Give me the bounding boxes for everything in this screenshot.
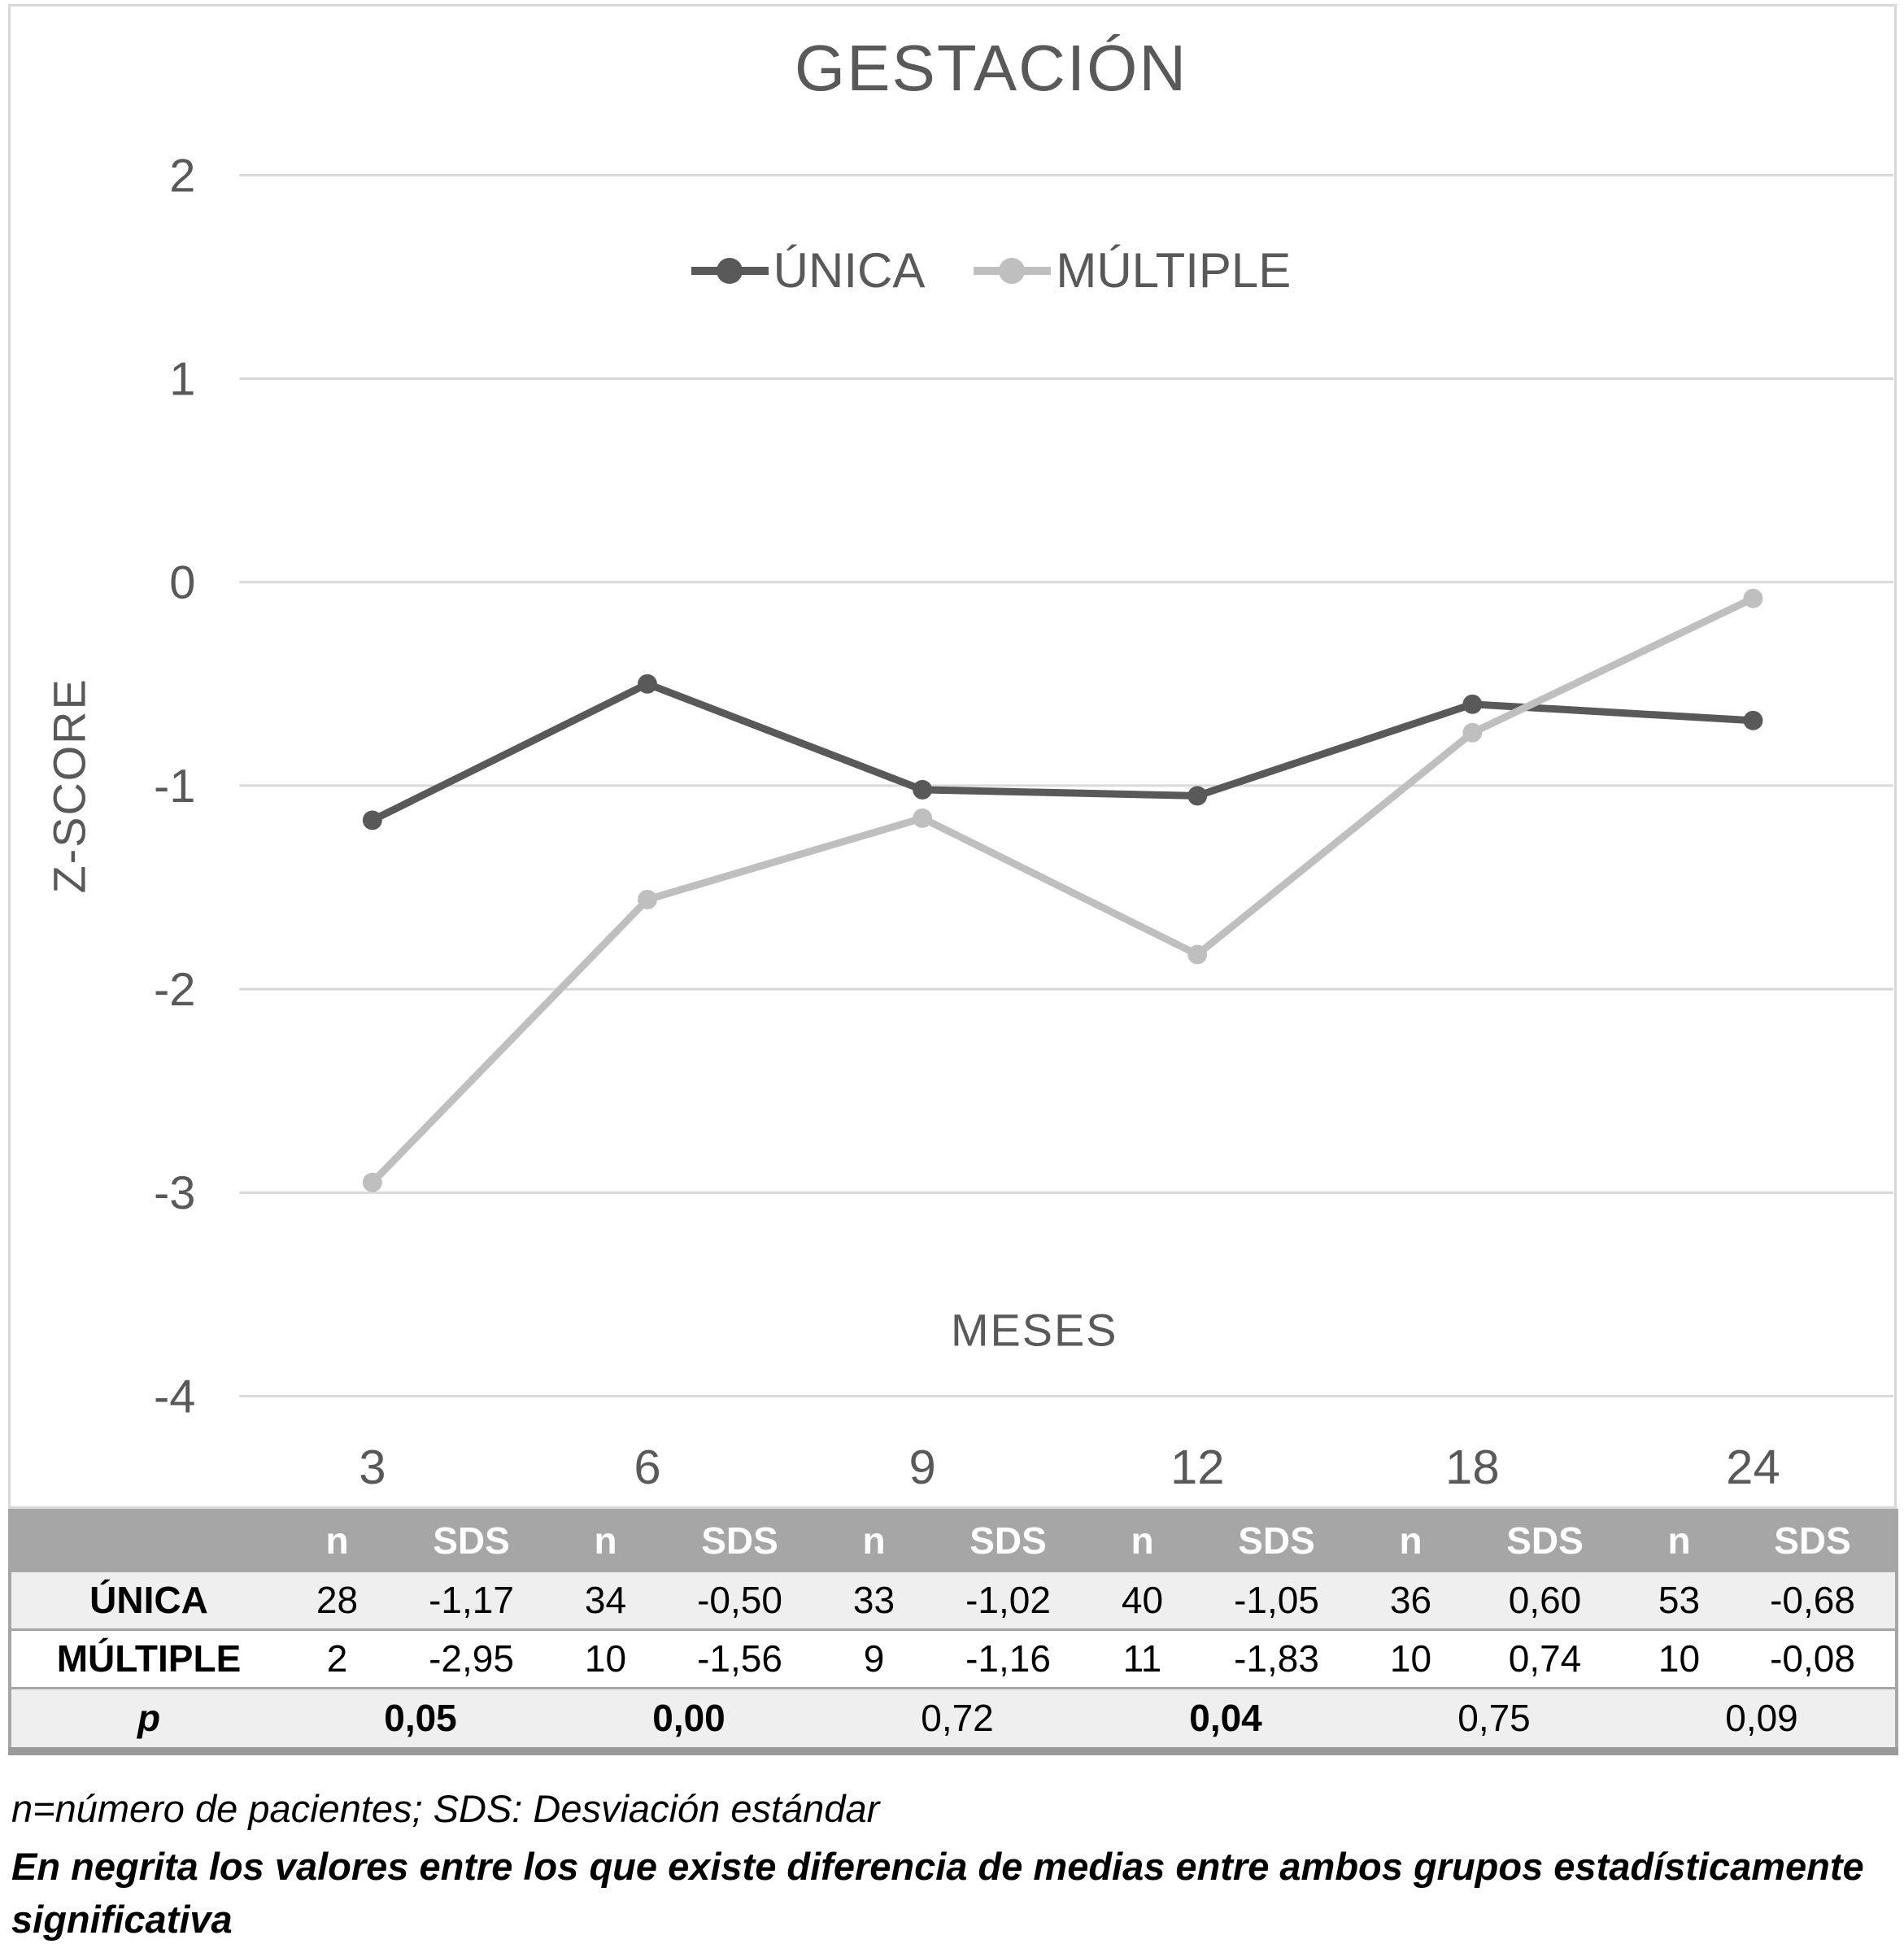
table-header-cell: n — [594, 1519, 617, 1563]
table-cell: 53 — [1658, 1579, 1701, 1621]
chart-legend: ÚNICA MÚLTIPLE — [11, 242, 1894, 299]
table-cell: -1,05 — [1234, 1579, 1319, 1621]
series-point-múltiple — [1743, 588, 1763, 608]
table-header-cell: SDS — [1506, 1519, 1584, 1563]
table-cell: 10 — [1658, 1637, 1701, 1680]
p-value-cell: 0,72 — [921, 1697, 994, 1740]
series-point-única — [913, 779, 933, 800]
series-point-única — [1462, 694, 1483, 714]
x-tick-label: 9 — [908, 1440, 935, 1494]
table-cell: 2 — [326, 1637, 348, 1680]
table-row-múltiple: MÚLTIPLE 2 -2,95 10 -1,56 9 -1,16 11 -1,83 10 0,74… — [10, 1629, 1897, 1688]
y-tick-label: -1 — [154, 761, 195, 813]
table-header-cell: SDS — [1238, 1519, 1315, 1563]
legend-marker-icon — [974, 257, 1052, 284]
x-tick-label: 3 — [359, 1440, 386, 1494]
y-tick-label: -4 — [154, 1371, 195, 1423]
table-cell: 10 — [1389, 1637, 1432, 1680]
footnote-bold-note: En negrita los valores entre los que exi… — [11, 1844, 1864, 1941]
table-cell: 9 — [863, 1637, 885, 1680]
series-point-única — [1187, 786, 1208, 806]
table-cell: 0,60 — [1508, 1579, 1582, 1621]
p-value-cell: 0,09 — [1725, 1697, 1798, 1740]
table-cell: 34 — [584, 1579, 627, 1621]
series-point-múltiple — [913, 808, 933, 828]
table-cell: -1,16 — [965, 1637, 1051, 1680]
x-axis-title: MESES — [951, 1305, 1118, 1356]
table-cell: -0,08 — [1770, 1637, 1855, 1680]
p-row-label: p — [137, 1697, 161, 1740]
y-tick-label: 1 — [169, 353, 195, 405]
table-cell: 28 — [316, 1579, 359, 1621]
row-label: ÚNICA — [89, 1579, 208, 1621]
data-table: n SDS n SDS n SDS n SDS n SDS n SDS ÚNICA 28 -1,17 34 -… — [8, 1509, 1898, 1755]
table-header-cell: SDS — [701, 1519, 778, 1563]
table-cell: -0,50 — [697, 1579, 782, 1621]
table-header-cell: SDS — [433, 1519, 510, 1563]
x-tick-label: 24 — [1726, 1440, 1780, 1494]
p-value-cell: 0,04 — [1189, 1697, 1262, 1740]
series-point-múltiple — [362, 1172, 382, 1192]
table-cell: 11 — [1122, 1637, 1162, 1680]
p-value-cell: 0,05 — [384, 1697, 457, 1740]
legend-marker-icon — [691, 257, 769, 284]
table-cell: -1,83 — [1234, 1637, 1319, 1680]
footnotes: n=número de pacientes; SDS: Desviación e… — [11, 1783, 1892, 1944]
table-row-p: p 0,05 0,00 0,72 0,04 0,75 0,09 — [10, 1688, 1897, 1751]
table-cell: -2,95 — [429, 1637, 514, 1680]
series-point-múltiple — [1187, 944, 1208, 965]
table-header-cell: n — [1131, 1519, 1154, 1563]
legend-label: ÚNICA — [773, 243, 926, 298]
table-cell: -1,56 — [697, 1637, 782, 1680]
table-cell: 0,74 — [1508, 1637, 1582, 1680]
chart-title: GESTACIÓN — [794, 32, 1188, 104]
table-cell: 10 — [584, 1637, 627, 1680]
table-header-cell: n — [1667, 1519, 1691, 1563]
series-point-única — [1743, 710, 1763, 730]
table-header-cell: SDS — [969, 1519, 1047, 1563]
table-cell: 33 — [852, 1579, 895, 1621]
table-row-única: ÚNICA 28 -1,17 34 -0,50 33 -1,02 40 -1,05 36 0,60 5… — [10, 1571, 1897, 1629]
series-line-múltiple — [368, 595, 1757, 1187]
x-tick-label: 18 — [1445, 1440, 1500, 1494]
series-point-única — [362, 810, 382, 830]
table-header-cell: n — [1399, 1519, 1423, 1563]
table-cell: 40 — [1121, 1579, 1164, 1621]
table-header-empty — [10, 1510, 286, 1571]
legend-label: MÚLTIPLE — [1056, 243, 1292, 298]
y-tick-label: -2 — [154, 964, 195, 1016]
p-value-cell: 0,75 — [1457, 1697, 1531, 1740]
table-cell: -0,68 — [1770, 1579, 1855, 1621]
series-point-múltiple — [1462, 722, 1483, 743]
footnote-abbreviations: n=número de pacientes; SDS: Desviación e… — [11, 1787, 880, 1830]
x-tick-label: 6 — [634, 1440, 660, 1494]
table-header-cell: n — [325, 1519, 349, 1563]
p-value-cell: 0,00 — [652, 1697, 725, 1740]
y-tick-label: 0 — [169, 557, 195, 609]
series-point-múltiple — [638, 890, 657, 909]
chart-canvas: 2 1 0 -1 -2 -3 -4 3 6 9 12 18 24 MESES Z-SCORE — [44, 150, 1894, 1494]
table-header-cell: n — [862, 1519, 886, 1563]
row-label: MÚLTIPLE — [56, 1637, 242, 1680]
y-tick-label: -3 — [154, 1167, 195, 1219]
legend-item-múltiple: MÚLTIPLE — [974, 242, 1291, 299]
legend-item-única: ÚNICA — [691, 242, 926, 299]
x-tick-label: 12 — [1170, 1440, 1225, 1494]
y-tick-label: 2 — [169, 150, 195, 202]
y-axis-title: Z-SCORE — [44, 678, 95, 893]
table-header-cell: SDS — [1774, 1519, 1851, 1563]
series-line-única — [368, 680, 1757, 824]
chart-area: 2 1 0 -1 -2 -3 -4 3 6 9 12 18 24 MESES Z-SCORE GESTACI… — [8, 4, 1897, 1509]
table-cell: -1,02 — [965, 1579, 1051, 1621]
series-point-única — [638, 673, 657, 694]
table-cell: 36 — [1389, 1579, 1432, 1621]
table-cell: -1,17 — [429, 1579, 514, 1621]
